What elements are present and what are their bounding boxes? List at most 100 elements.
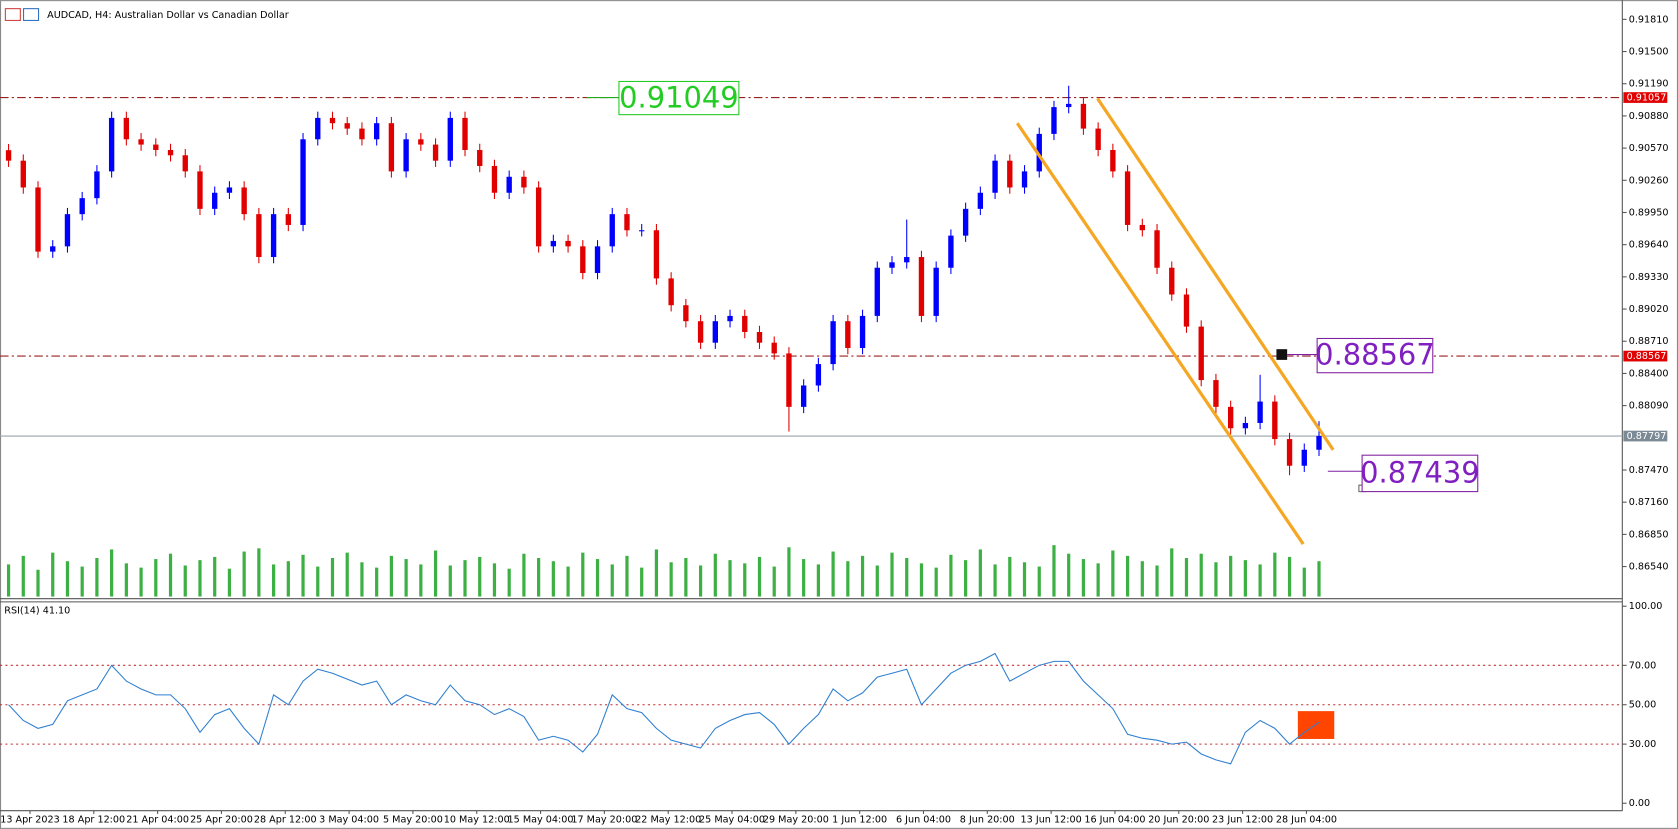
- candle-body: [403, 139, 409, 172]
- volume-bar: [566, 566, 570, 597]
- y-tick-label: 70.00: [1629, 660, 1657, 671]
- volume-bar: [846, 561, 850, 597]
- candle-body: [5, 150, 12, 161]
- candle-body: [315, 117, 321, 140]
- candle-body: [918, 257, 925, 316]
- volume-bar: [1184, 557, 1189, 597]
- volume-bar: [360, 562, 364, 597]
- x-tick-label: 3 May 04:00: [319, 814, 379, 825]
- volume-bar: [934, 567, 938, 597]
- channel-line: [1015, 122, 1305, 545]
- volume-bar: [1229, 555, 1233, 597]
- volume-bar: [1302, 567, 1306, 597]
- candle-body: [418, 139, 424, 145]
- candle-body: [491, 165, 498, 193]
- volume-bar: [419, 564, 423, 597]
- volume-bar: [1052, 545, 1056, 597]
- volume-bar: [1199, 553, 1203, 597]
- volume-bar: [1317, 561, 1321, 597]
- candle-body: [1213, 380, 1219, 407]
- volume-bar: [993, 564, 997, 597]
- volume-bar: [743, 563, 747, 597]
- candle-body: [1272, 401, 1278, 440]
- volume-bar: [478, 556, 482, 597]
- volume-bar: [492, 563, 497, 597]
- annotation-label: 0.91049: [619, 81, 739, 115]
- candle-body: [241, 187, 247, 215]
- rsi-highlight: [1297, 711, 1335, 739]
- volume-bar: [728, 560, 732, 597]
- candle-body: [565, 240, 571, 247]
- y-tick-label: 0.91810: [1629, 14, 1669, 25]
- candle-body: [1007, 160, 1013, 188]
- candle-body: [329, 117, 336, 124]
- candle-body: [50, 246, 56, 252]
- volume-bar: [36, 569, 40, 597]
- annotation-label: 0.88567: [1315, 338, 1435, 372]
- volume-bar: [345, 552, 349, 597]
- volume-bar: [654, 549, 659, 597]
- candle-body: [108, 117, 115, 172]
- volume-bar: [949, 554, 953, 597]
- x-tick-label: 28 Jun 04:00: [1276, 814, 1337, 825]
- volume-bar: [1111, 550, 1115, 597]
- candle-body: [344, 123, 350, 129]
- candle-body: [639, 230, 645, 232]
- volume-bar: [51, 552, 55, 597]
- volume-bar: [1008, 556, 1012, 597]
- candle-body: [506, 176, 512, 193]
- candle-body: [153, 144, 159, 150]
- candle-body: [580, 246, 586, 274]
- volume-bar: [698, 565, 703, 597]
- volume-bar: [640, 567, 644, 597]
- volume-bar: [242, 551, 246, 597]
- candle-body: [1242, 422, 1249, 429]
- volume-bar: [139, 567, 143, 597]
- candle-body: [462, 117, 468, 150]
- x-tick-label: 28 Apr 12:00: [254, 814, 317, 825]
- volume-bar: [757, 556, 762, 597]
- candle-body: [1316, 436, 1322, 450]
- x-tick-label: 6 Jun 04:00: [896, 814, 951, 825]
- volume-bar: [301, 554, 305, 597]
- candle-body: [167, 149, 174, 156]
- volume-bar: [1067, 553, 1071, 597]
- y-tick-label: 0.89950: [1629, 207, 1669, 218]
- candle-body: [447, 117, 453, 161]
- candle-body: [653, 230, 660, 279]
- volume-bar: [1140, 561, 1144, 597]
- candle-body: [521, 176, 527, 188]
- candle-body: [756, 332, 763, 343]
- y-tick-label: 0.88400: [1629, 368, 1669, 379]
- candle-body: [889, 262, 895, 268]
- candle-body: [683, 305, 689, 322]
- candle-body: [845, 321, 851, 348]
- annotation-marker: [1276, 349, 1288, 360]
- candle-body: [1286, 439, 1293, 466]
- candle-body: [20, 160, 26, 188]
- volume-bar: [802, 559, 806, 597]
- candle-body: [609, 214, 615, 247]
- volume-bar: [1258, 564, 1262, 597]
- x-tick-label: 5 May 20:00: [383, 814, 443, 825]
- volume-bar: [890, 552, 894, 597]
- candle-body: [815, 364, 822, 386]
- volume-bar: [831, 551, 835, 597]
- candle-body: [1036, 133, 1042, 172]
- price-level-tag: [1623, 350, 1668, 362]
- y-tick-label: 0.00: [1629, 798, 1650, 809]
- candle-body: [742, 315, 748, 333]
- y-tick-label: 0.91190: [1629, 79, 1669, 90]
- y-tick-label: 0.87470: [1629, 465, 1669, 476]
- candle-body: [962, 208, 969, 236]
- candle-body: [79, 198, 85, 215]
- channel-line: [1096, 97, 1335, 451]
- x-tick-label: 25 May 04:00: [699, 814, 765, 825]
- volume-bar: [389, 555, 393, 597]
- candle-body: [1257, 401, 1263, 423]
- candle-body: [1095, 128, 1101, 150]
- candle-body: [256, 214, 262, 258]
- volume-bar: [1022, 562, 1027, 597]
- candle-body: [64, 214, 71, 247]
- volume-bar: [1214, 562, 1218, 597]
